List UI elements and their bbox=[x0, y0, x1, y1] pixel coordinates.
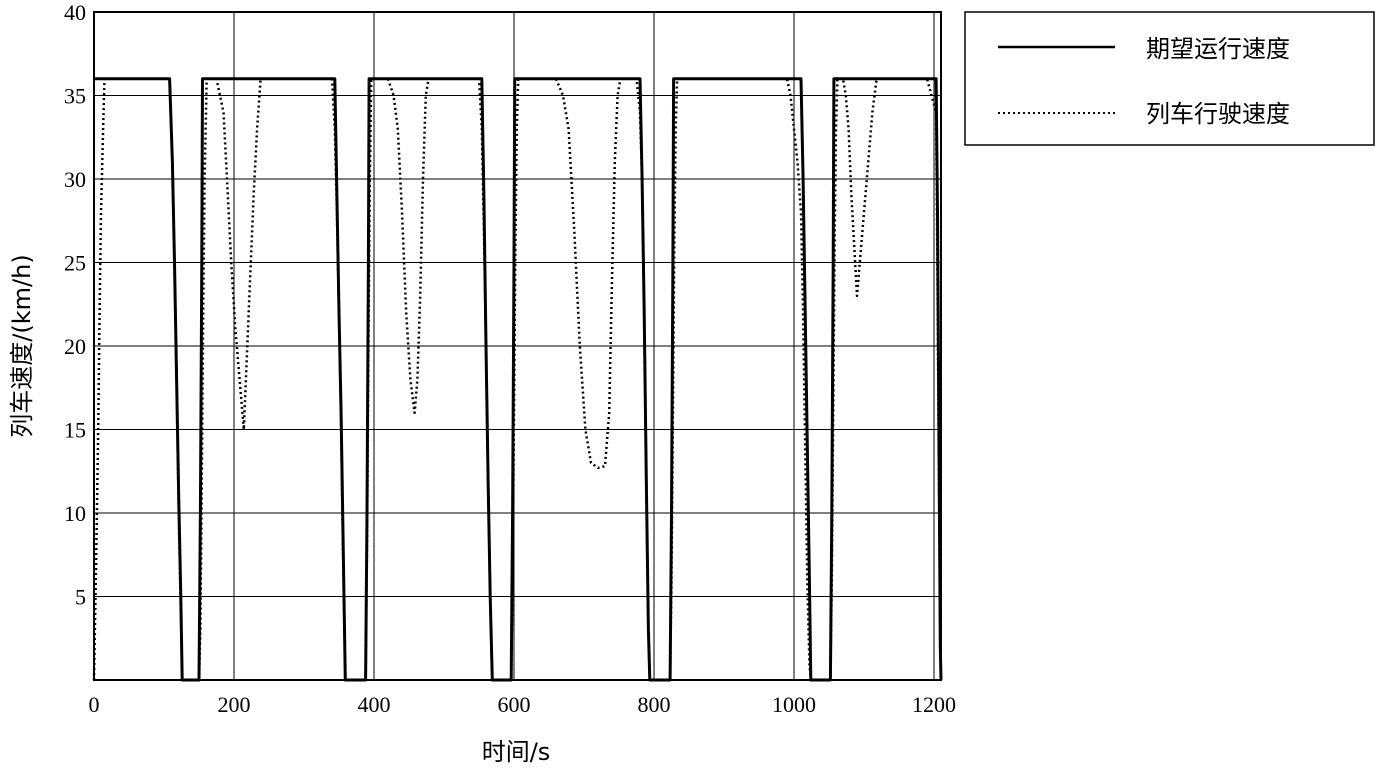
y-tick-label: 30 bbox=[64, 167, 86, 192]
series-line-actual-speed bbox=[92, 77, 943, 682]
x-tick-label: 200 bbox=[218, 692, 251, 717]
y-tick-label: 5 bbox=[75, 585, 86, 610]
y-tick-label: 15 bbox=[64, 418, 86, 443]
x-tick-label: 800 bbox=[638, 692, 671, 717]
x-tick-label: 0 bbox=[89, 692, 100, 717]
y-tick-label: 20 bbox=[64, 334, 86, 359]
y-tick-label: 35 bbox=[64, 84, 86, 109]
series-lines bbox=[92, 77, 943, 682]
x-tick-label: 1200 bbox=[912, 692, 956, 717]
plot-frame bbox=[93, 11, 942, 681]
legend-label-actual: 列车行驶速度 bbox=[1146, 100, 1290, 128]
y-tick-label: 40 bbox=[64, 0, 86, 25]
x-tick-label: 400 bbox=[358, 692, 391, 717]
grid-lines bbox=[94, 12, 941, 680]
legend-box bbox=[964, 11, 1375, 146]
x-tick-label: 600 bbox=[498, 692, 531, 717]
x-tick-label: 1000 bbox=[772, 692, 816, 717]
x-axis-title: 时间/s bbox=[482, 738, 551, 766]
y-tick-label: 25 bbox=[64, 251, 86, 276]
tick-labels: 0 200 400 600 800 1000 1200 5 10 15 20 25 30 35 40 bbox=[64, 0, 956, 717]
legend: 期望运行速度 列车行驶速度 bbox=[964, 11, 1375, 146]
y-axis-title: 列车速度/(km/h) bbox=[8, 254, 36, 437]
y-tick-label: 10 bbox=[64, 501, 86, 526]
legend-label-expected: 期望运行速度 bbox=[1146, 35, 1290, 63]
